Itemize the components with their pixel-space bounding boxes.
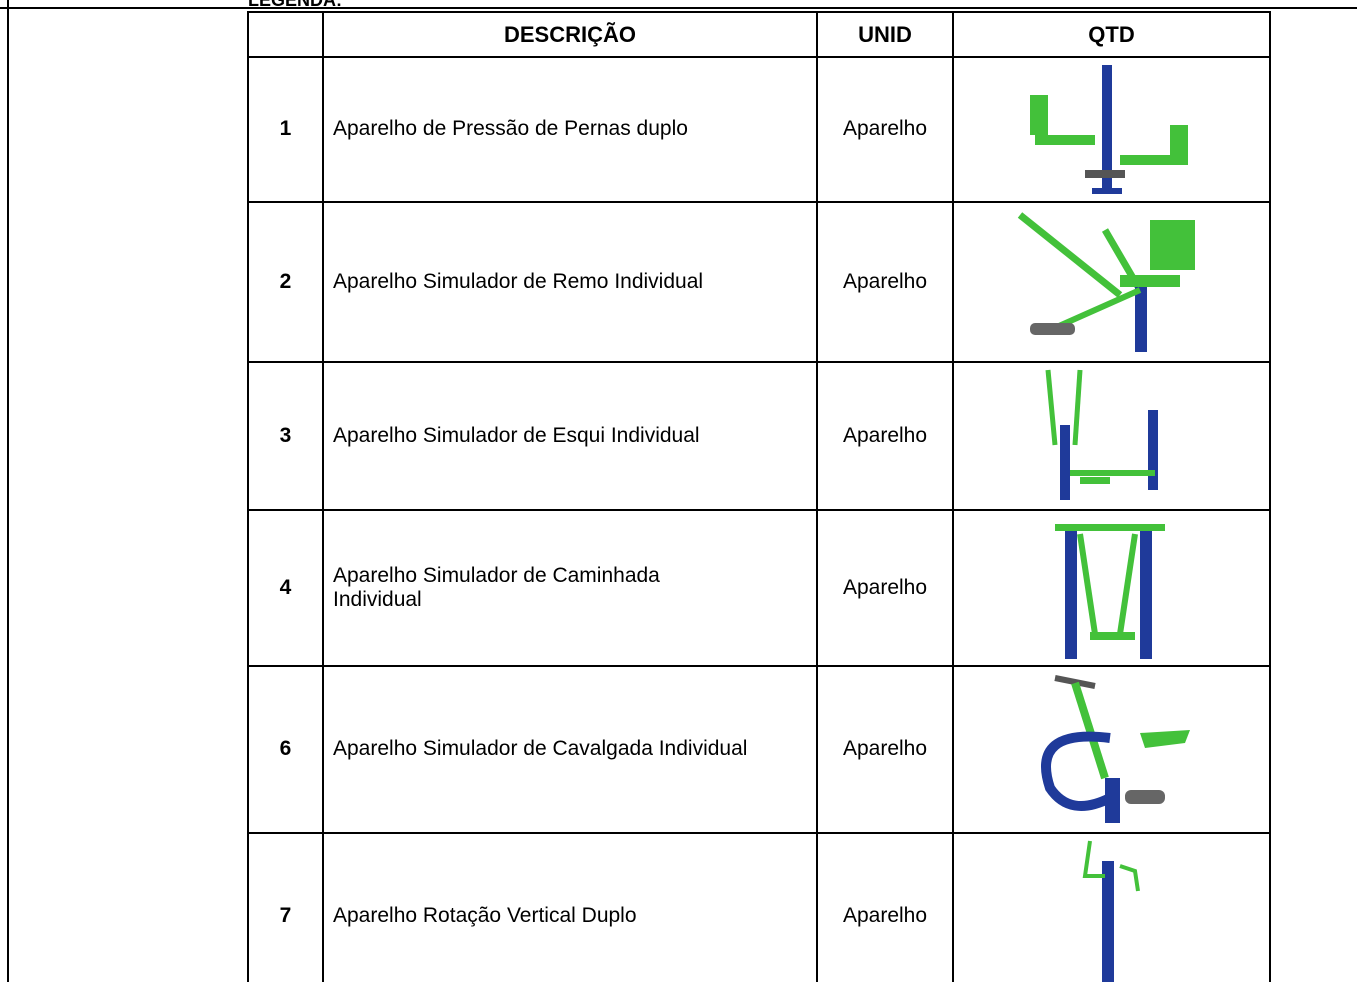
unit: Aparelho bbox=[842, 575, 928, 599]
table-border bbox=[247, 509, 1271, 511]
table-border bbox=[816, 12, 818, 982]
equipment-image bbox=[1045, 369, 1158, 500]
description: Aparelho Simulador de Remo Individual bbox=[333, 269, 704, 293]
description: Aparelho Rotação Vertical Duplo bbox=[333, 904, 637, 928]
row-number: 4 bbox=[279, 575, 292, 599]
equipment-image bbox=[1041, 675, 1190, 823]
equipment-image bbox=[1055, 524, 1165, 659]
table-border bbox=[247, 361, 1271, 363]
table-border bbox=[247, 201, 1271, 203]
unit: Aparelho bbox=[842, 269, 928, 293]
table-border bbox=[1269, 12, 1271, 982]
equipment-image bbox=[1082, 840, 1140, 982]
page-rule bbox=[0, 7, 1357, 9]
table-border bbox=[247, 12, 249, 982]
table-border bbox=[247, 11, 1271, 13]
page-rule bbox=[7, 0, 9, 982]
table-border bbox=[322, 12, 324, 982]
equipment-image bbox=[1017, 212, 1195, 352]
row-number: 2 bbox=[279, 269, 292, 293]
row-number: 1 bbox=[279, 117, 292, 141]
row-number: 3 bbox=[279, 423, 292, 447]
description: Aparelho de Pressão de Pernas duplo bbox=[333, 117, 688, 141]
row-number: 7 bbox=[279, 904, 292, 928]
table-border bbox=[247, 832, 1271, 834]
table-border bbox=[247, 665, 1271, 667]
unit: Aparelho bbox=[842, 423, 928, 447]
unit: Aparelho bbox=[842, 737, 928, 761]
unit: Aparelho bbox=[842, 117, 928, 141]
legend-label: LEGENDA: bbox=[248, 0, 342, 10]
description: Aparelho Simulador de Cavalgada Individu… bbox=[333, 737, 748, 761]
column-header: UNID bbox=[858, 21, 912, 47]
row-number: 6 bbox=[279, 737, 292, 761]
description: Aparelho Simulador de Esqui Individual bbox=[333, 423, 700, 447]
column-header: DESCRIÇÃO bbox=[503, 21, 636, 47]
table-border bbox=[952, 12, 954, 982]
equipment-image bbox=[1030, 65, 1188, 194]
column-header: QTD bbox=[1088, 21, 1135, 47]
description: Aparelho Simulador de Caminhada Individu… bbox=[333, 563, 660, 611]
table-border bbox=[247, 56, 1271, 58]
unit: Aparelho bbox=[842, 904, 928, 928]
